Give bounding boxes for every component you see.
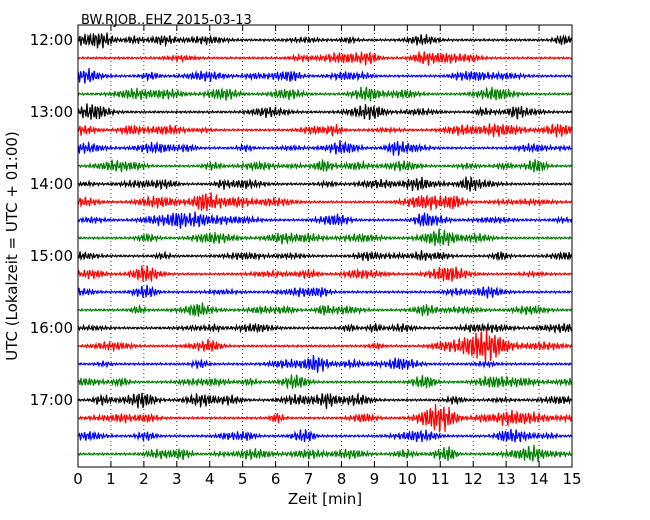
trace-1515: [77, 265, 573, 282]
grid-lines: [110, 25, 540, 467]
x-tick-label: 11: [431, 470, 450, 488]
trace-1715: [77, 403, 573, 433]
trace-1345: [77, 159, 573, 173]
trace-1200: [77, 32, 573, 49]
x-tick-label: 12: [464, 470, 483, 488]
x-tick-label: 1: [106, 470, 116, 488]
trace-1545: [77, 302, 573, 318]
x-tick-label: 15: [562, 470, 581, 488]
x-tick-label: 4: [205, 470, 215, 488]
y-axis-ticks: 12:00 13:00 14:00 15:00 16:00 17:00: [30, 31, 572, 409]
y-tick-label: 16:00: [30, 319, 73, 337]
x-axis-label: Zeit [min]: [288, 490, 362, 508]
trace-1615: [77, 329, 573, 363]
trace-1415: [77, 192, 573, 211]
x-axis-ticks: 0 1 2 3 4 5 6 7 8 9 10 11 12 13 14 15: [73, 25, 582, 488]
trace-1630: [77, 355, 573, 373]
trace-1500: [77, 250, 573, 262]
seismogram-traces: [77, 32, 573, 462]
trace-1445: [77, 228, 573, 246]
trace-1430: [77, 211, 573, 229]
x-tick-label: 0: [73, 470, 83, 488]
y-tick-label: 15:00: [30, 247, 73, 265]
y-tick-label: 17:00: [30, 391, 73, 409]
trace-1400: [77, 175, 573, 192]
trace-1730: [77, 428, 573, 443]
y-tick-label: 13:00: [30, 103, 73, 121]
x-tick-label: 13: [497, 470, 516, 488]
plot-frame: [77, 24, 573, 468]
x-tick-label: 14: [530, 470, 549, 488]
x-tick-label: 10: [398, 470, 417, 488]
x-tick-label: 5: [238, 470, 248, 488]
x-tick-label: 2: [139, 470, 149, 488]
trace-1600: [77, 322, 573, 334]
trace-1230: [77, 68, 573, 84]
y-tick-label: 12:00: [30, 31, 73, 49]
trace-1745: [77, 444, 573, 462]
chart-title: BW.RJOB..EHZ 2015-03-13: [81, 13, 252, 28]
y-axis-label: UTC (Lokalzeit = UTC + 01:00): [3, 131, 21, 361]
y-tick-label: 14:00: [30, 175, 73, 193]
trace-1530: [77, 284, 573, 299]
x-tick-label: 3: [172, 470, 182, 488]
x-tick-label: 7: [304, 470, 314, 488]
x-tick-label: 8: [337, 470, 347, 488]
trace-1315: [77, 122, 573, 138]
x-tick-label: 6: [271, 470, 281, 488]
trace-1300: [77, 103, 573, 121]
trace-1215: [77, 51, 573, 66]
x-tick-label: 9: [370, 470, 380, 488]
trace-1645: [77, 374, 573, 390]
trace-1330: [77, 140, 573, 157]
trace-1700: [77, 392, 573, 409]
trace-1245: [77, 86, 573, 102]
